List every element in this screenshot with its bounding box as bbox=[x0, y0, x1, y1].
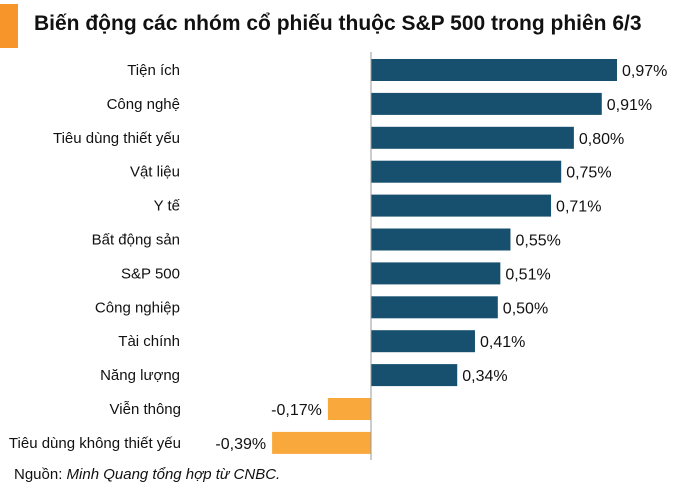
value-label-bat-dong-san: 0,55% bbox=[515, 233, 560, 250]
bar-tieu-dung-thiet-yeu bbox=[371, 126, 574, 149]
value-label-tieu-dung-thiet-yeu: 0,80% bbox=[579, 131, 624, 148]
category-label-tien-ich: Tiện ích bbox=[127, 62, 180, 79]
bar-vien-thong bbox=[327, 398, 371, 420]
category-label-s-p-500: S&P 500 bbox=[121, 265, 180, 282]
bar-tai-chinh bbox=[371, 330, 475, 353]
category-labels: Tiện ích Công nghệ Tiêu dùng thiết yếu Vật … bbox=[9, 62, 181, 452]
category-label-tieu-dung-thiet-yeu: Tiêu dùng thiết yếu bbox=[53, 130, 180, 147]
bar-tien-ich bbox=[371, 59, 617, 81]
value-label-tien-ich: 0,97% bbox=[622, 63, 667, 80]
bar-s-p-500 bbox=[371, 262, 501, 285]
bar-nang-luong bbox=[371, 364, 458, 387]
bar-vat-lieu bbox=[371, 160, 562, 183]
source-note: Nguồn: Minh Quang tổng hợp từ CNBC. bbox=[14, 466, 280, 483]
value-label-y-te: 0,71% bbox=[556, 199, 601, 216]
category-label-vat-lieu: Vật liệu bbox=[130, 164, 180, 181]
category-label-y-te: Y tế bbox=[154, 198, 181, 215]
category-label-tieu-dung-khong-thiet-yeu: Tiêu dùng không thiết yếu bbox=[9, 435, 181, 452]
category-label-bat-dong-san: Bất động sản bbox=[92, 232, 180, 249]
source-label: Nguồn: bbox=[14, 466, 67, 483]
category-label-cong-nghiep: Công nghiệp bbox=[95, 299, 180, 316]
category-label-vien-thong: Viễn thông bbox=[110, 401, 181, 418]
bars bbox=[272, 59, 617, 454]
category-label-cong-nghe: Công nghệ bbox=[107, 96, 180, 113]
bar-y-te bbox=[371, 194, 552, 217]
source-text: Minh Quang tổng hợp từ CNBC. bbox=[66, 466, 281, 483]
value-label-tieu-dung-khong-thiet-yeu: -0,39% bbox=[215, 436, 266, 453]
value-label-tai-chinh: 0,41% bbox=[480, 334, 525, 351]
value-label-nang-luong: 0,34% bbox=[462, 368, 507, 385]
value-labels: 0,97% 0,91% 0,80% 0,75% 0,71% 0,55% 0,51% 0,50%… bbox=[215, 63, 667, 453]
value-label-s-p-500: 0,51% bbox=[505, 266, 550, 283]
category-label-nang-luong: Năng lượng bbox=[100, 367, 180, 384]
category-label-tai-chinh: Tài chính bbox=[118, 333, 180, 350]
title-accent-bar bbox=[0, 4, 18, 48]
bar-tieu-dung-khong-thiet-yeu bbox=[272, 431, 371, 454]
value-label-cong-nghiep: 0,50% bbox=[503, 300, 548, 317]
bar-bat-dong-san bbox=[371, 228, 511, 251]
value-label-vat-lieu: 0,75% bbox=[566, 165, 611, 182]
value-label-vien-thong: -0,17% bbox=[271, 402, 322, 419]
bar-cong-nghiep bbox=[371, 296, 498, 319]
value-label-cong-nghe: 0,91% bbox=[607, 97, 652, 114]
bar-cong-nghe bbox=[371, 92, 602, 115]
chart-title: Biến động các nhóm cổ phiếu thuộc S&P 50… bbox=[34, 12, 642, 35]
